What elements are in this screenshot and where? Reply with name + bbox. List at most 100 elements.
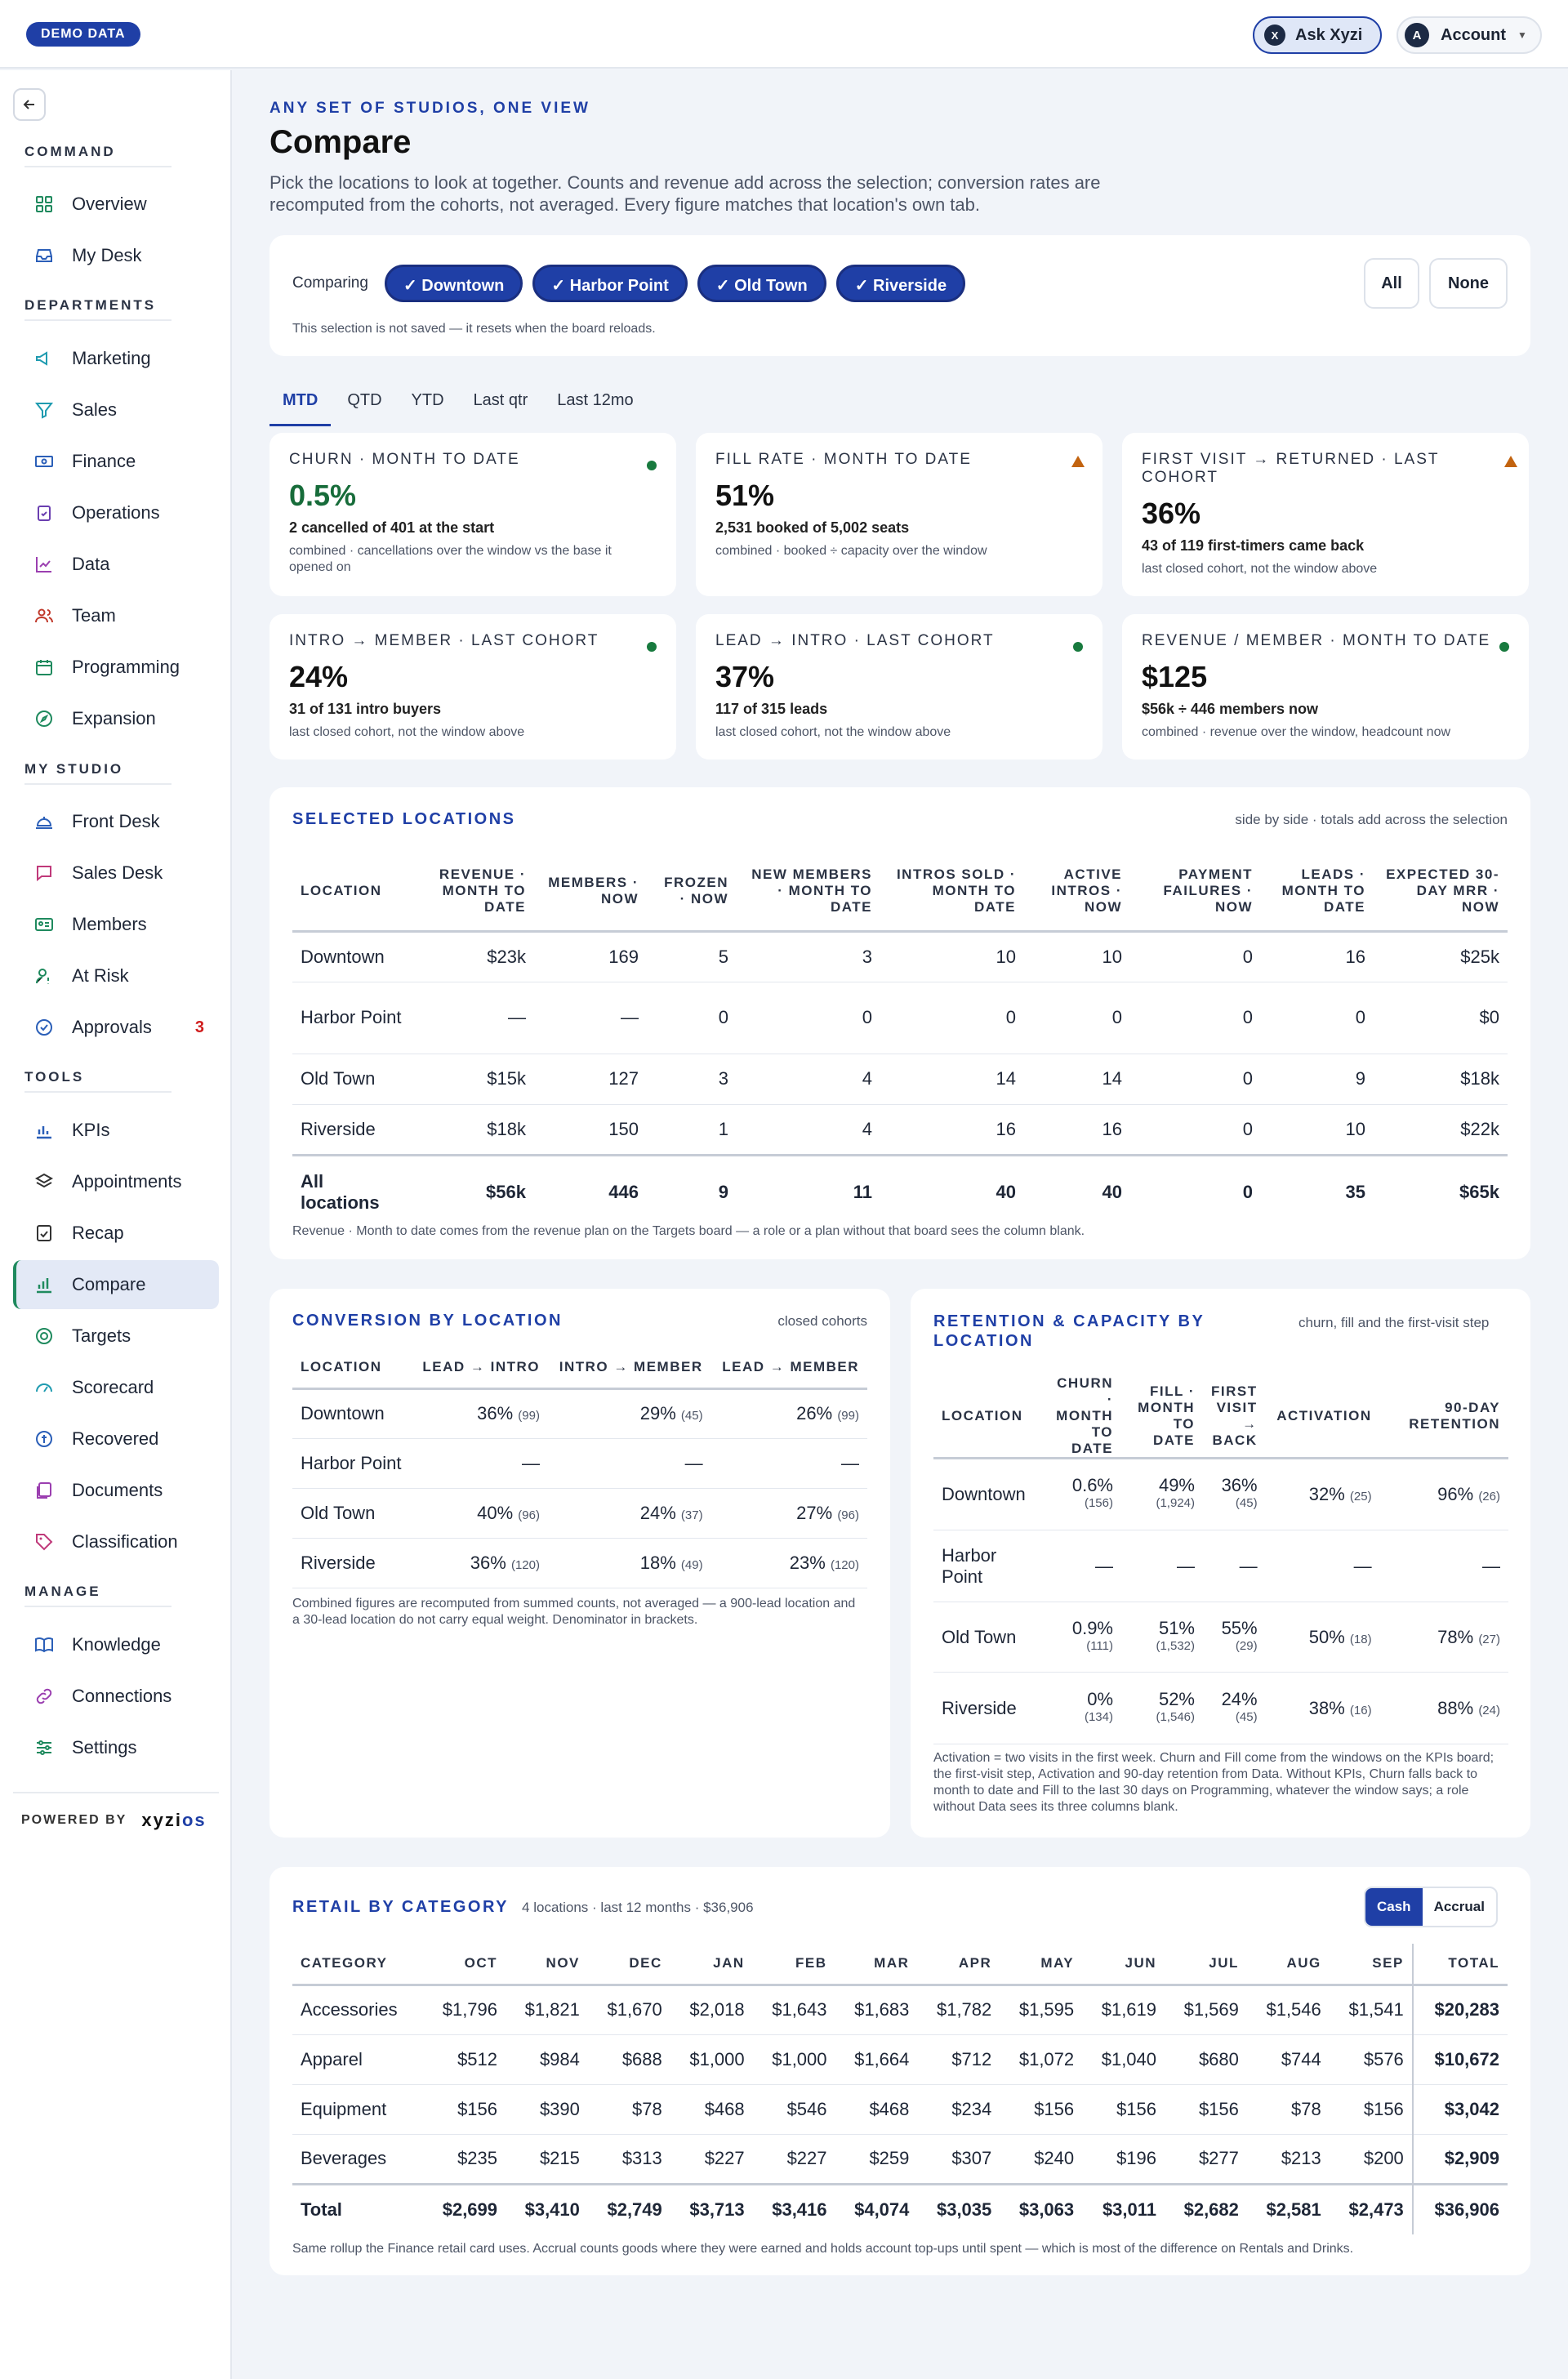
sidebar-item-marketing[interactable]: Marketing	[13, 334, 219, 383]
table-cell: 169	[534, 931, 647, 982]
account-button[interactable]: A Account ▼	[1396, 16, 1542, 54]
accrual-toggle[interactable]: Accrual	[1433, 1899, 1485, 1914]
sidebar-item-settings[interactable]: Settings	[13, 1723, 219, 1772]
cell-value: 32%	[1308, 1484, 1345, 1504]
table-cell: $1,541	[1329, 1985, 1413, 2035]
kpi-value: 37%	[715, 660, 775, 693]
column-header: JUN	[1082, 1944, 1165, 1986]
sliders-icon	[37, 1740, 51, 1755]
table-cell: 49% (1,924)	[1121, 1458, 1203, 1530]
table-row: Beverages $235 $215 $313 $227 $227 $259 $307 $24…	[292, 2134, 1508, 2185]
cell-denominator: (134)	[1084, 1709, 1113, 1724]
table-cell: $1,000	[752, 2034, 835, 2085]
tab-ytd[interactable]: YTD	[411, 391, 444, 409]
document-check-icon	[37, 1225, 51, 1241]
table-cell: 10	[880, 931, 1024, 982]
tag-icon	[36, 1534, 53, 1551]
sidebar-item-compare[interactable]: Compare	[13, 1260, 219, 1309]
sidebar-item-documents[interactable]: Documents	[13, 1466, 219, 1515]
sidebar-item-expansion[interactable]: Expansion	[13, 694, 219, 743]
table-cell: $576	[1329, 2034, 1413, 2085]
column-header: LEAD → MEMBER	[710, 1348, 867, 1390]
powered-by: POWERED BY xyzios	[21, 1810, 207, 1830]
sidebar-item-label: Classification	[72, 1531, 178, 1552]
column-header: SEP	[1329, 1944, 1413, 1986]
column-header: FIRST VISIT → BACK	[1203, 1375, 1266, 1459]
sidebar-item-kpis[interactable]: KPIs	[13, 1106, 219, 1155]
sidebar-item-label: Compare	[72, 1274, 146, 1294]
table-cell: $1,040	[1082, 2034, 1165, 2085]
cell-value: —	[1095, 1555, 1113, 1576]
table-cell: 40	[880, 1153, 1024, 1228]
table-cell: 14	[880, 1054, 1024, 1105]
table-cell: $1,595	[1000, 1985, 1083, 2035]
sidebar-item-front-desk[interactable]: Front Desk	[13, 797, 219, 846]
table-cell: $259	[835, 2134, 918, 2185]
location-chip-downtown[interactable]: ✓ Downtown	[384, 265, 523, 302]
table-cell: $227	[752, 2134, 835, 2185]
table-cell: $3,410	[506, 2182, 588, 2234]
table-cell: $15k	[415, 1054, 534, 1105]
sidebar-item-targets[interactable]: Targets	[13, 1312, 219, 1361]
location-chip-riverside[interactable]: ✓ Riverside	[835, 265, 966, 302]
table-cell: 150	[534, 1104, 647, 1156]
gauge-icon	[36, 1383, 52, 1392]
sidebar-item-approvals[interactable]: Approvals 3	[13, 1003, 219, 1052]
sidebar-item-recovered[interactable]: Recovered	[13, 1414, 219, 1463]
sidebar-item-label: Settings	[72, 1737, 137, 1758]
section-title: RETAIL BY CATEGORY	[292, 1898, 510, 1916]
location-chip-old-town[interactable]: ✓ Old Town	[697, 265, 826, 302]
ask-xyzi-button[interactable]: X Ask Xyzi	[1253, 16, 1382, 54]
xyzios-logo: xyzios	[141, 1810, 207, 1830]
user-alert-icon	[36, 969, 49, 984]
sidebar-item-scorecard[interactable]: Scorecard	[13, 1363, 219, 1412]
table-cell: $36,906	[1411, 2182, 1508, 2234]
sidebar-item-team[interactable]: Team	[13, 591, 219, 640]
sidebar-item-appointments[interactable]: Appointments	[13, 1157, 219, 1206]
table-cell: $1,821	[506, 1985, 588, 2035]
column-header: NEW MEMBERS · MONTH TO DATE	[737, 853, 880, 933]
sidebar-item-connections[interactable]: Connections	[13, 1672, 219, 1721]
location-chip-harbor-point[interactable]: ✓ Harbor Point	[532, 265, 688, 302]
table-cell: $156	[1000, 2084, 1083, 2135]
table-cell: —	[1379, 1530, 1508, 1602]
back-arrow-icon[interactable]	[13, 88, 46, 121]
cell-value: 50%	[1308, 1626, 1345, 1647]
tab-qtd[interactable]: QTD	[347, 391, 382, 409]
cell-value: 51%	[1158, 1617, 1195, 1638]
table-cell: 40% (96)	[412, 1488, 548, 1539]
sidebar-item-sales-desk[interactable]: Sales Desk	[13, 849, 219, 898]
kpi-card-first-visit: FIRST VISIT → RETURNED · LAST COHORT 36%…	[1122, 433, 1529, 596]
cell-denominator: (26)	[1478, 1490, 1500, 1504]
calendar-icon	[36, 660, 52, 675]
sidebar: COMMAND Overview My Desk DEPARTMENTS Mar…	[0, 70, 232, 2379]
tab-mtd[interactable]: MTD	[270, 384, 332, 426]
sidebar-item-classification[interactable]: Classification	[13, 1517, 219, 1566]
table-cell: 10	[1024, 931, 1130, 982]
select-none-button[interactable]: None	[1429, 258, 1508, 309]
cell-denominator: (96)	[518, 1508, 540, 1522]
select-all-button[interactable]: All	[1364, 258, 1419, 309]
sidebar-item-programming[interactable]: Programming	[13, 643, 219, 692]
sidebar-item-overview[interactable]: Overview	[13, 180, 219, 229]
sidebar-item-recap[interactable]: Recap	[13, 1209, 219, 1258]
sidebar-item-knowledge[interactable]: Knowledge	[13, 1620, 219, 1669]
cell-denominator: (99)	[837, 1409, 859, 1423]
table-cell: $680	[1165, 2034, 1247, 2085]
tab-last-12mo[interactable]: Last 12mo	[557, 391, 634, 409]
sidebar-item-members[interactable]: Members	[13, 900, 219, 949]
sidebar-item-data[interactable]: Data	[13, 540, 219, 589]
table-cell: $227	[670, 2134, 753, 2185]
sidebar-item-operations[interactable]: Operations	[13, 488, 219, 537]
sidebar-item-my-desk[interactable]: My Desk	[13, 231, 219, 280]
sidebar-item-at-risk[interactable]: At Risk	[13, 951, 219, 1000]
tab-last-qtr[interactable]: Last qtr	[473, 391, 528, 409]
table-cell: 0	[1024, 982, 1130, 1054]
sidebar-item-label: Front Desk	[72, 811, 160, 831]
location-selector-card: Comparing ✓ Downtown ✓ Harbor Point ✓ Ol…	[270, 235, 1530, 356]
sidebar-item-sales[interactable]: Sales	[13, 385, 219, 434]
selected-locations-table: LOCATION REVENUE · MONTH TO DATE MEMBERS…	[292, 853, 1508, 1228]
cash-toggle[interactable]: Cash	[1365, 1888, 1423, 1926]
sidebar-item-finance[interactable]: Finance	[13, 437, 219, 486]
table-cell: 1	[647, 1104, 737, 1156]
